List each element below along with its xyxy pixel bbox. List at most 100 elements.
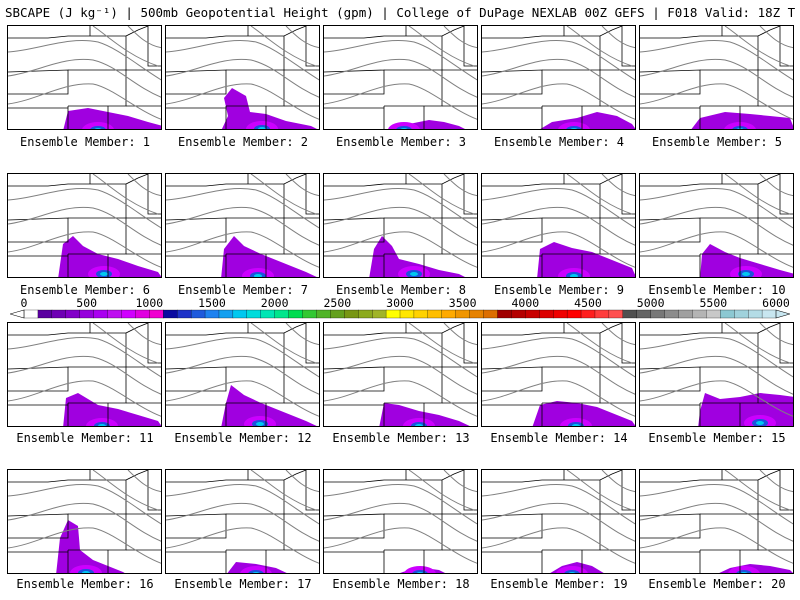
height-contour bbox=[127, 26, 161, 49]
height-contour bbox=[324, 231, 477, 268]
state-border bbox=[166, 217, 227, 243]
colorbar-swatch bbox=[288, 309, 303, 319]
height-contour bbox=[127, 470, 161, 493]
height-contour bbox=[127, 174, 161, 197]
state-border bbox=[226, 366, 285, 404]
state-border bbox=[384, 69, 443, 107]
state-border bbox=[700, 366, 759, 404]
colorbar-swatch bbox=[594, 309, 610, 319]
state-border bbox=[700, 513, 759, 551]
height-contour bbox=[166, 484, 319, 525]
height-contour bbox=[324, 58, 477, 98]
member-map-graphic bbox=[640, 26, 793, 129]
height-contour bbox=[166, 502, 319, 542]
cape-field bbox=[221, 385, 317, 426]
height-contour bbox=[8, 355, 161, 395]
height-contour bbox=[8, 527, 161, 564]
height-contour bbox=[759, 174, 793, 197]
state-border bbox=[640, 107, 701, 129]
colorbar-swatch bbox=[427, 309, 443, 319]
height-contour bbox=[92, 323, 159, 364]
cape-field bbox=[63, 393, 161, 426]
state-border bbox=[324, 107, 385, 129]
ensemble-member-label: Ensemble Member: 9 bbox=[493, 283, 625, 297]
colorbar-swatch bbox=[664, 309, 679, 319]
colorbar-swatch bbox=[371, 309, 387, 319]
height-contour bbox=[8, 188, 161, 229]
ensemble-member-label: Ensemble Member: 18 bbox=[332, 577, 470, 591]
colorbar-swatch bbox=[316, 309, 331, 319]
ensemble-member-label: Ensemble Member: 14 bbox=[490, 431, 628, 445]
colorbar-swatch bbox=[232, 309, 248, 319]
state-border bbox=[166, 255, 227, 277]
state-border bbox=[722, 323, 781, 334]
height-contour bbox=[482, 502, 635, 542]
member-map-graphic bbox=[166, 323, 319, 426]
colorbar-swatch bbox=[358, 309, 373, 319]
colorbar-swatch bbox=[483, 309, 498, 319]
height-contour bbox=[285, 174, 319, 197]
ensemble-member-label: Ensemble Member: 19 bbox=[490, 577, 628, 591]
colorbar-right-arrow bbox=[775, 309, 790, 319]
height-contour bbox=[566, 470, 633, 511]
state-border bbox=[384, 366, 443, 404]
colorbar-swatch bbox=[302, 309, 317, 319]
figure-title: SBCAPE (J kg⁻¹) | 500mb Geopotential Hei… bbox=[5, 5, 795, 20]
colorbar-swatch bbox=[51, 309, 67, 319]
member-map-graphic bbox=[482, 323, 635, 426]
ensemble-member-label: Ensemble Member: 1 bbox=[19, 135, 151, 149]
height-contour bbox=[250, 26, 317, 67]
cape-core-peak bbox=[82, 571, 90, 573]
state-border bbox=[324, 69, 385, 95]
cape-field bbox=[369, 236, 465, 277]
cape-core-peak bbox=[568, 572, 576, 573]
height-contour bbox=[640, 527, 793, 564]
ensemble-member-label: Ensemble Member: 7 bbox=[177, 283, 309, 297]
colorbar-swatch bbox=[204, 309, 220, 319]
state-border bbox=[166, 513, 227, 539]
ensemble-member-label: Ensemble Member: 17 bbox=[174, 577, 312, 591]
height-contour bbox=[166, 231, 319, 268]
state-border bbox=[722, 26, 781, 37]
ensemble-member-14-map bbox=[481, 322, 636, 427]
cape-field bbox=[691, 112, 793, 129]
colorbar-swatch bbox=[177, 309, 192, 319]
state-border bbox=[406, 26, 465, 37]
colorbar-swatch bbox=[344, 309, 359, 319]
ensemble-member-18-map bbox=[323, 469, 478, 574]
cape-core-peak bbox=[740, 572, 748, 573]
sbcape-colorbar: 0 500 1000 1500 2000 2500 3000 3500 4000 4500 5000… bbox=[10, 297, 790, 323]
state-border bbox=[640, 255, 701, 277]
height-contour bbox=[443, 26, 477, 49]
height-contour bbox=[166, 40, 319, 81]
height-contour bbox=[324, 337, 477, 378]
height-contour bbox=[285, 470, 319, 493]
state-border bbox=[166, 35, 248, 39]
height-contour bbox=[482, 206, 635, 246]
colorbar-swatch bbox=[385, 309, 401, 319]
colorbar-swatches bbox=[10, 309, 790, 319]
height-contour bbox=[566, 26, 633, 67]
height-contour bbox=[724, 26, 791, 67]
state-border bbox=[482, 183, 564, 187]
state-border bbox=[324, 479, 406, 483]
height-contour bbox=[285, 323, 319, 346]
cape-core-high bbox=[248, 570, 264, 573]
member-map-graphic bbox=[8, 470, 161, 573]
cape-core-peak bbox=[258, 127, 266, 129]
colorbar-swatch bbox=[121, 309, 136, 319]
height-contour bbox=[166, 83, 319, 120]
state-border bbox=[640, 404, 701, 426]
colorbar-swatch bbox=[107, 309, 122, 319]
cape-core-peak bbox=[98, 424, 106, 426]
height-contour bbox=[640, 83, 793, 120]
colorbar-swatch bbox=[525, 309, 540, 319]
state-border bbox=[90, 174, 149, 185]
height-contour bbox=[8, 484, 161, 525]
state-border bbox=[640, 332, 722, 336]
colorbar-swatch bbox=[622, 309, 638, 319]
ensemble-member-17-map bbox=[165, 469, 320, 574]
cape-core-peak bbox=[570, 128, 578, 129]
colorbar-swatch bbox=[469, 309, 485, 319]
cape-core-moderate bbox=[82, 122, 114, 129]
